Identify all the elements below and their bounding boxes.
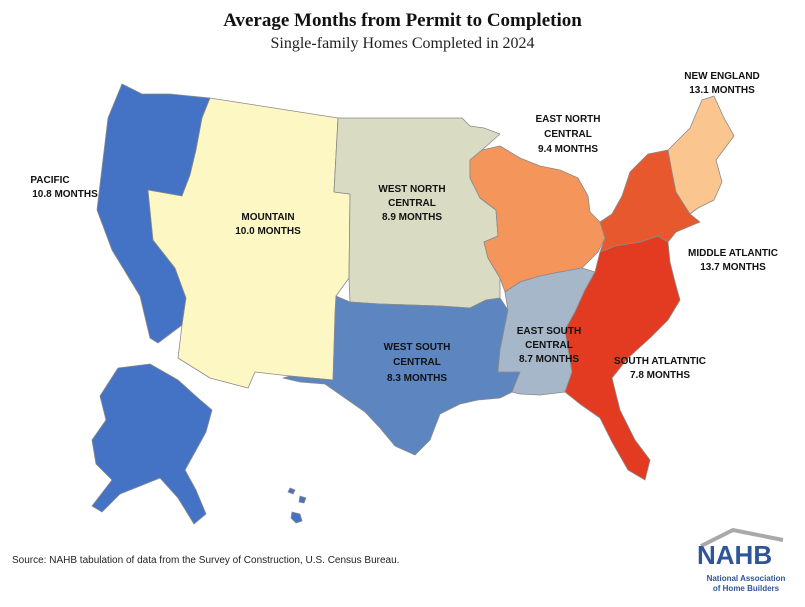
region-new-england xyxy=(667,95,735,215)
label-enc-name-2: CENTRAL xyxy=(544,129,592,140)
label-ne-name: NEW ENGLAND xyxy=(684,71,760,82)
logo-roof xyxy=(700,528,784,548)
label-enc-name-1: EAST NORTH xyxy=(536,114,601,125)
region-labels: PACIFIC 10.8 MONTHS MOUNTAIN 10.0 MONTHS… xyxy=(30,71,778,384)
page-subtitle: Single-family Homes Completed in 2024 xyxy=(270,35,535,52)
label-pacific-name: PACIFIC xyxy=(30,175,69,186)
region-middle-atlantic xyxy=(599,149,701,253)
label-sa-name: SOUTH ATLATNTIC xyxy=(614,356,706,367)
logo-line-1: National Association xyxy=(706,574,786,583)
label-pacific-value: 10.8 MONTHS xyxy=(32,189,98,200)
region-hawaii xyxy=(287,487,307,524)
label-sa-value: 7.8 MONTHS xyxy=(630,370,690,381)
label-esc-name-1: EAST SOUTH xyxy=(517,326,581,337)
nahb-logo: NAHB National Association of Home Builde… xyxy=(693,528,793,598)
label-enc-value: 9.4 MONTHS xyxy=(538,144,598,155)
label-mountain-name: MOUNTAIN xyxy=(241,212,294,223)
logo-wordmark: NAHB xyxy=(697,540,773,570)
label-esc-name-2: CENTRAL xyxy=(525,340,573,351)
label-mountain-value: 10.0 MONTHS xyxy=(235,226,301,237)
region-alaska xyxy=(91,363,213,525)
label-wnc-name-2: CENTRAL xyxy=(388,198,436,209)
label-wnc-value: 8.9 MONTHS xyxy=(382,212,442,223)
label-wsc-value: 8.3 MONTHS xyxy=(387,373,447,384)
house-roof-icon xyxy=(700,528,784,548)
label-ma-value: 13.7 MONTHS xyxy=(700,262,766,273)
page-title: Average Months from Permit to Completion xyxy=(223,10,582,31)
label-wsc-name-1: WEST SOUTH xyxy=(384,342,451,353)
label-ne-value: 13.1 MONTHS xyxy=(689,85,755,96)
region-west-south-central xyxy=(282,295,521,456)
label-wsc-name-2: CENTRAL xyxy=(393,357,441,368)
source-note: Source: NAHB tabulation of data from the… xyxy=(12,555,400,566)
label-esc-value: 8.7 MONTHS xyxy=(519,354,579,365)
logo-line-2: of Home Builders xyxy=(712,584,780,593)
label-ma-name: MIDDLE ATLANTIC xyxy=(688,248,778,259)
label-wnc-name-1: WEST NORTH xyxy=(378,184,445,195)
